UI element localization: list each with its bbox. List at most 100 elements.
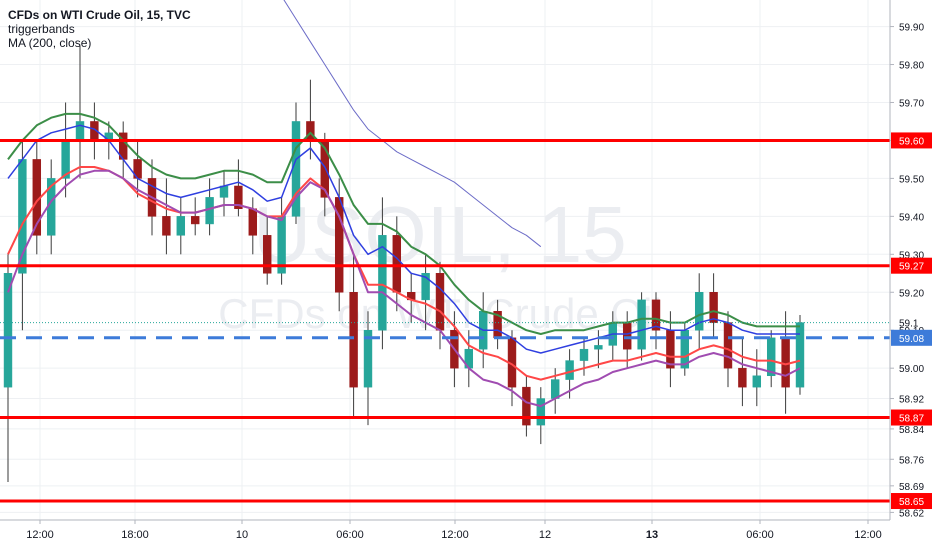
chart-legend: CFDs on WTI Crude Oil, 15, TVC triggerba…	[8, 8, 191, 50]
candle-body	[594, 345, 603, 350]
candle	[18, 140, 27, 331]
candle	[795, 315, 805, 395]
candle-body	[723, 322, 733, 369]
candle-body	[392, 235, 402, 293]
candle-body	[363, 329, 373, 388]
candle	[637, 292, 646, 361]
green-band-path	[7, 112, 800, 335]
candle-body	[637, 299, 646, 350]
candle	[219, 170, 229, 217]
candle	[752, 349, 762, 407]
candle-body	[781, 337, 790, 388]
x-tick-label: 13	[646, 529, 658, 541]
candle	[536, 387, 546, 445]
candle	[162, 178, 171, 255]
level-label[interactable]: 58.65	[899, 497, 924, 508]
candle-body	[219, 185, 229, 198]
candle-body	[421, 273, 430, 301]
y-tick-label: 58.84	[899, 425, 924, 436]
x-tick-label: 12	[539, 529, 551, 541]
x-tick-label: 06:00	[746, 529, 774, 541]
level-label[interactable]: 59.60	[899, 136, 924, 147]
level-label[interactable]: 59.08	[899, 334, 924, 345]
candle-body	[565, 360, 574, 380]
candle-body	[262, 235, 272, 274]
ma200-path	[283, 0, 542, 248]
candle-body	[550, 379, 560, 399]
symbol-title[interactable]: CFDs on WTI Crude Oil, 15, TVC	[8, 8, 191, 22]
y-tick-label: 58.92	[899, 395, 924, 406]
candle-body	[75, 121, 85, 141]
candle	[522, 375, 531, 437]
y-tick-label: 59.00	[899, 364, 924, 375]
candle-body	[709, 292, 718, 323]
candle-body	[306, 121, 315, 141]
candle	[709, 273, 718, 338]
candle-body	[176, 216, 186, 236]
price-axis-bg	[890, 0, 932, 550]
red-band-path	[7, 166, 801, 381]
candle-body	[752, 375, 762, 388]
candle	[507, 330, 517, 407]
candle-body	[162, 216, 171, 236]
candle-body	[435, 273, 445, 331]
candle-body	[190, 216, 200, 225]
x-tick-label: 06:00	[336, 529, 364, 541]
level-label-bg	[891, 257, 932, 274]
candle	[262, 216, 272, 285]
candle	[234, 159, 243, 217]
candle-body	[248, 208, 258, 236]
purple-band-path	[7, 169, 801, 408]
horizontal-levels[interactable]	[0, 138, 890, 503]
level-label[interactable]: 58.87	[899, 414, 924, 425]
candle	[651, 292, 661, 350]
y-tick-label: 58.69	[899, 482, 924, 493]
candle	[75, 45, 85, 179]
x-tick-label: 12:00	[854, 529, 882, 541]
y-tick-label: 59.70	[899, 98, 924, 109]
y-tick-label: 58.62	[899, 508, 924, 519]
candle-body	[766, 337, 776, 377]
x-tick-label: 12:00	[441, 529, 469, 541]
indicator-triggerbands[interactable]: triggerbands	[8, 22, 75, 36]
candle	[291, 102, 301, 224]
level-label-bg	[891, 493, 932, 510]
x-tick-label: 10	[236, 529, 248, 541]
candle	[3, 254, 13, 483]
y-tick-label: 59.80	[899, 61, 924, 72]
candle-body	[536, 398, 546, 426]
time-axis-bg	[0, 520, 932, 550]
candle	[378, 197, 387, 350]
candle-body	[622, 322, 632, 350]
candle	[738, 337, 747, 407]
level-label-bg	[891, 329, 932, 346]
candle-body	[3, 273, 13, 388]
candle-body	[738, 367, 747, 388]
x-tick-label: 12:00	[26, 529, 54, 541]
candle	[118, 121, 128, 179]
level-label[interactable]: 59.27	[899, 262, 924, 273]
candle	[176, 197, 186, 255]
candle-body	[349, 292, 358, 388]
level-label-bg	[891, 409, 932, 426]
candle-body	[234, 185, 243, 210]
candle-body	[522, 386, 531, 426]
y-tick-label: 59.20	[899, 288, 924, 299]
ma200-line	[283, 0, 542, 248]
x-tick-label: 18:00	[121, 529, 149, 541]
candle-body	[694, 292, 704, 331]
candle-body	[666, 329, 675, 369]
candle	[694, 273, 704, 350]
candle-body	[205, 197, 214, 225]
indicator-ma200[interactable]: MA (200, close)	[8, 36, 92, 50]
y-tick-label: 59.50	[899, 174, 924, 185]
y-tick-label: 59.40	[899, 212, 924, 223]
candle-body	[651, 299, 661, 331]
last-price-label: 59.1	[899, 319, 919, 330]
candle	[579, 337, 589, 376]
y-tick-label: 59.90	[899, 23, 924, 34]
candle	[766, 330, 776, 388]
